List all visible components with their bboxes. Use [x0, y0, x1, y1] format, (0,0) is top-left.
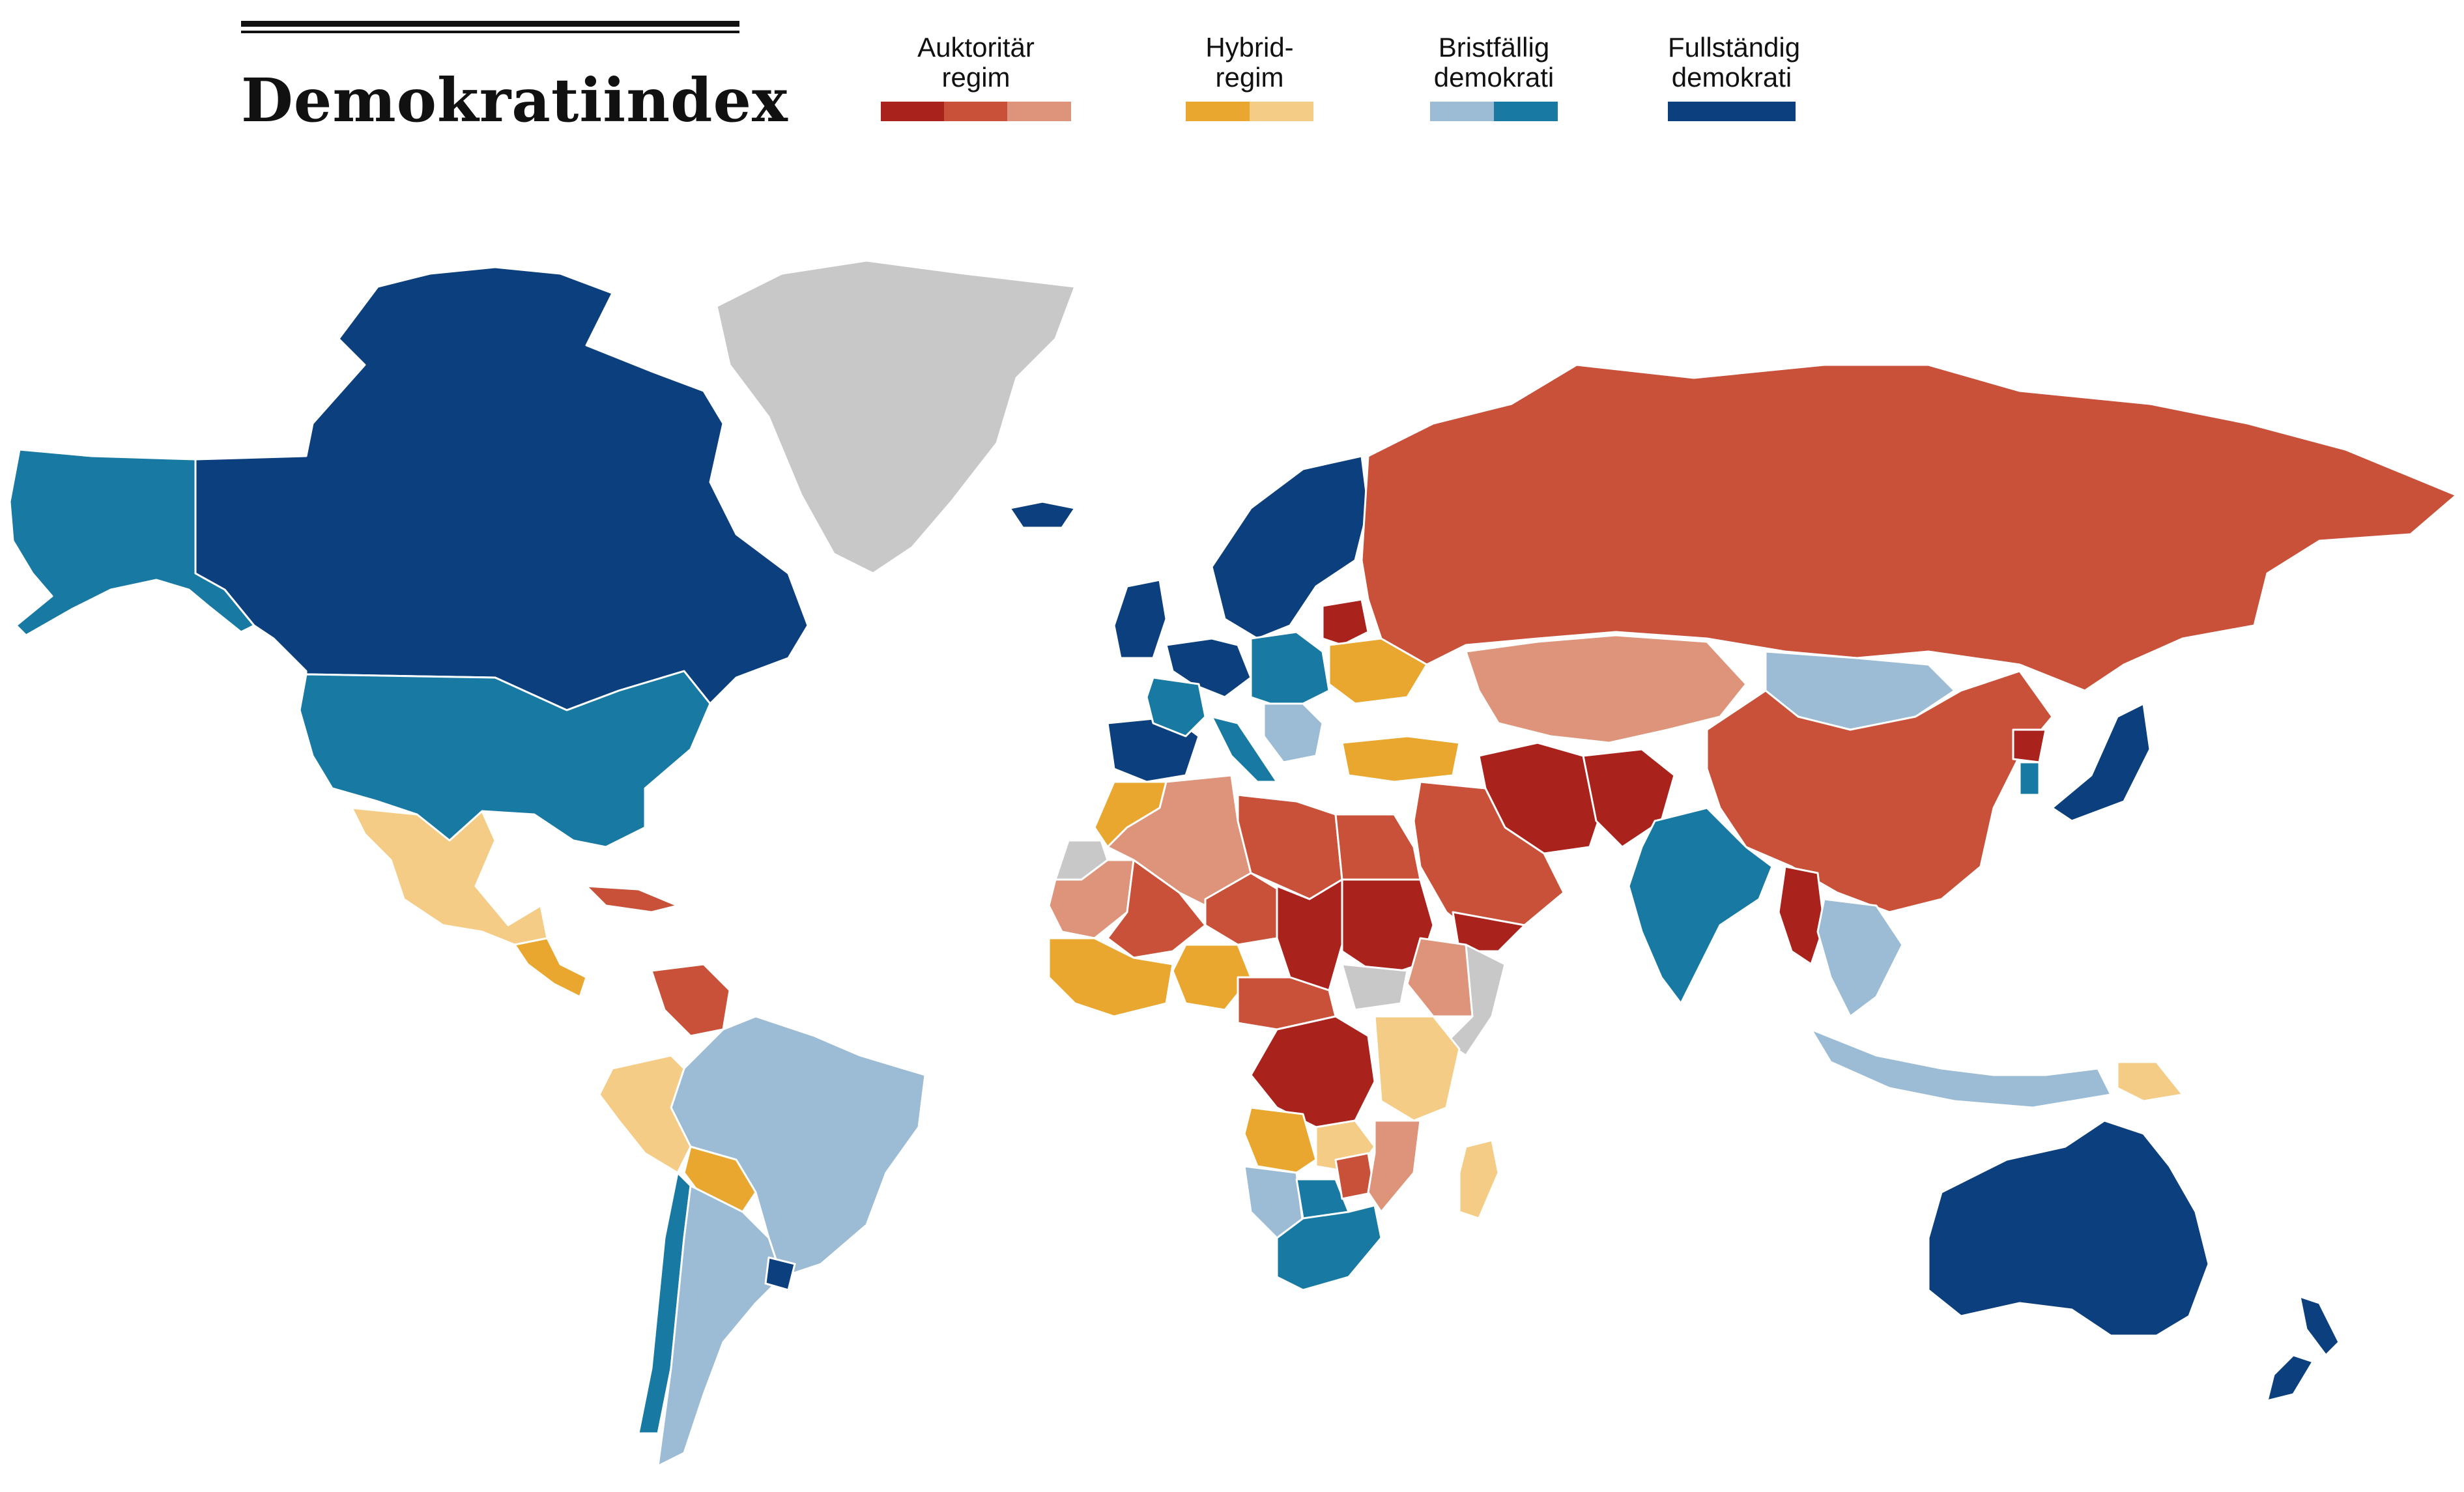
region-papua-new-guinea — [2116, 1061, 2184, 1102]
legend-swatches — [1186, 102, 1313, 121]
region-uk — [1113, 579, 1168, 659]
region-egypt — [1334, 813, 1422, 881]
swatch-authoritarian-3 — [1007, 102, 1071, 121]
region-indonesia — [1810, 1028, 2112, 1109]
legend-authoritarian: Auktoritär regim — [881, 33, 1071, 121]
region-balkans — [1263, 702, 1324, 764]
legend-label-line2: demokrati — [1671, 62, 1792, 93]
legend-hybrid: Hybrid- regim — [1186, 33, 1313, 121]
region-japan — [2051, 702, 2151, 822]
region-central-america — [513, 937, 588, 998]
region-peru — [598, 1054, 692, 1174]
region-kazakhstan — [1465, 634, 1747, 744]
legend-label-line2: regim — [941, 62, 1010, 93]
region-mali — [1106, 859, 1207, 959]
region-yemen — [1452, 911, 1526, 953]
legend-swatches — [881, 102, 1071, 121]
region-uruguay — [764, 1256, 796, 1291]
region-nigeria — [1171, 943, 1252, 1011]
legend-swatches — [1430, 102, 1558, 121]
region-belarus — [1321, 598, 1369, 646]
region-iceland — [1009, 500, 1076, 529]
region-venezuela — [650, 963, 731, 1037]
region-south-sudan — [1341, 963, 1409, 1011]
swatch-authoritarian-1 — [881, 102, 944, 121]
title-rule-thin — [241, 31, 739, 33]
title-rule — [241, 21, 739, 27]
map-title: Demokratiindex — [241, 65, 788, 136]
region-canada — [194, 266, 809, 711]
swatch-hybrid-1 — [1186, 102, 1250, 121]
region-eastern-europe — [1250, 631, 1330, 711]
region-south-korea — [2018, 761, 2041, 796]
swatch-flawed-1 — [1430, 102, 1494, 121]
region-cuba — [585, 885, 679, 913]
region-north-korea — [2012, 728, 2047, 764]
region-south-africa — [1276, 1204, 1382, 1291]
legend-label-line1: Bristfällig — [1438, 32, 1550, 63]
region-western-europe — [1165, 637, 1252, 698]
region-new-zealand — [2266, 1295, 2340, 1402]
region-somalia — [1445, 943, 1506, 1057]
region-australia — [1927, 1119, 2210, 1337]
legend-label-line1: Auktoritär — [917, 32, 1035, 63]
region-madagascar — [1458, 1139, 1500, 1220]
region-mexico — [351, 807, 549, 946]
legend-swatches — [1668, 102, 1796, 121]
region-russia — [1360, 364, 2457, 692]
region-myanmar — [1777, 865, 1826, 966]
legend-full-democracy: Fullständig demokrati — [1668, 32, 1801, 121]
legend-flawed-democracy: Bristfällig demokrati — [1430, 33, 1558, 121]
region-turkey — [1341, 735, 1461, 783]
legend-label-line1: Fullständig — [1668, 32, 1801, 63]
legend-label-line1: Hybrid- — [1205, 32, 1294, 63]
region-greenland — [715, 259, 1076, 575]
region-france — [1145, 676, 1207, 738]
swatch-authoritarian-2 — [944, 102, 1007, 121]
region-east-africa — [1373, 1015, 1461, 1122]
region-west-africa — [1048, 937, 1174, 1018]
region-mozambique — [1367, 1119, 1422, 1213]
region-southeast-asia — [1816, 898, 1904, 1018]
legend-label-line2: regim — [1215, 62, 1284, 93]
region-india — [1627, 807, 1773, 1005]
swatch-flawed-2 — [1494, 102, 1558, 121]
region-usa — [298, 670, 711, 848]
legend-label-line2: demokrati — [1433, 62, 1554, 93]
region-chad — [1276, 878, 1343, 992]
region-italy — [1211, 715, 1278, 783]
swatch-hybrid-2 — [1250, 102, 1313, 121]
region-nordics — [1211, 455, 1369, 640]
region-western-sahara — [1054, 839, 1109, 881]
swatch-full-1 — [1668, 102, 1796, 121]
region-argentina — [657, 1184, 783, 1467]
